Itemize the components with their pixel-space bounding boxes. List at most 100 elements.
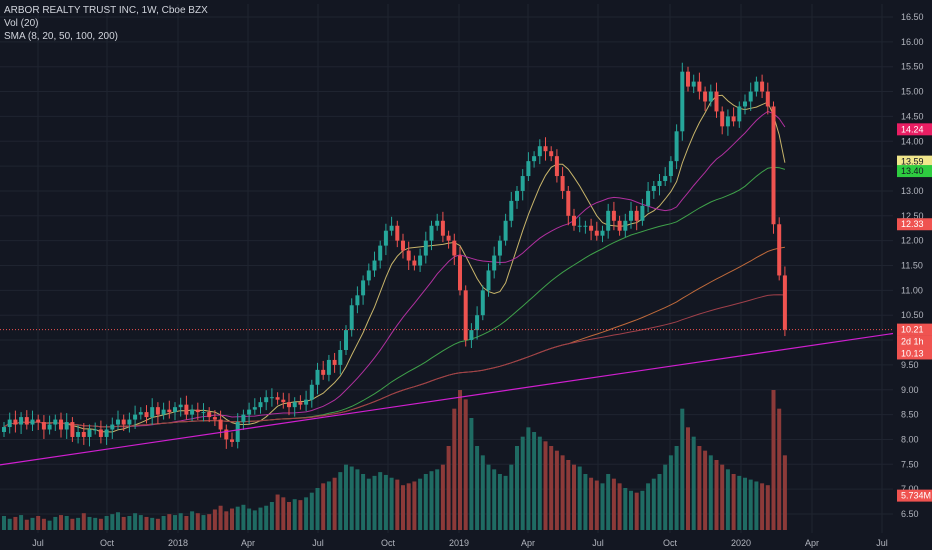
volume-bar	[201, 515, 206, 530]
candle-body	[24, 417, 29, 425]
candle-body	[520, 176, 525, 191]
volume-bar	[606, 474, 611, 530]
volume-bar	[269, 502, 274, 530]
volume-bar	[509, 464, 514, 530]
time-axis[interactable]: Jul Oct 2018 Apr Jul Oct 2019 Apr Jul Oct 2020 Apr J…	[32, 538, 888, 548]
candle-body	[657, 181, 662, 186]
candle-body	[76, 431, 81, 437]
candle-body	[429, 225, 434, 241]
sma-lines	[3, 94, 786, 433]
volume-bar	[2, 516, 6, 530]
price-badge	[897, 155, 932, 168]
volume-bar	[59, 515, 63, 530]
candle-body	[138, 412, 143, 415]
volume-bar	[173, 515, 177, 530]
candle-body	[173, 407, 177, 413]
volume-bar	[406, 483, 411, 530]
price-tick-label: 15.50	[901, 62, 924, 72]
volume-bar	[161, 516, 166, 530]
volume-bar	[497, 474, 502, 530]
price-tick-label: 15.00	[901, 87, 924, 97]
price-tick-label: 13.00	[901, 186, 924, 196]
candle-body	[708, 91, 713, 102]
volume-bar	[87, 516, 92, 530]
price-badge	[897, 323, 932, 336]
sma-8-line	[3, 94, 786, 433]
candle-body	[332, 359, 337, 365]
volume-bar	[418, 478, 423, 530]
candle-body	[554, 156, 559, 177]
price-badge	[897, 123, 932, 136]
volume-bar	[247, 508, 252, 530]
volume-bar	[429, 471, 434, 530]
volume-bar	[389, 477, 394, 530]
time-tick-label: Oct	[663, 538, 678, 548]
candle-body	[292, 402, 297, 408]
candle-body	[389, 225, 394, 231]
candle-body	[549, 151, 554, 157]
volume-bar	[611, 478, 616, 530]
price-axis[interactable]: 6.507.007.508.008.509.009.5010.0010.5011…	[901, 12, 924, 519]
candle-body	[64, 422, 69, 430]
volume-bar	[771, 390, 776, 530]
candle-body	[463, 290, 468, 341]
price-badge	[897, 489, 932, 502]
price-badge-label: 12.33	[901, 219, 924, 229]
candle-body	[252, 407, 257, 410]
volume-bar	[549, 446, 554, 530]
time-tick-label: 2018	[168, 538, 188, 548]
volume-bar	[7, 518, 12, 530]
volume-bar	[600, 483, 605, 530]
candle-body	[121, 419, 126, 425]
volume-bar	[235, 506, 240, 530]
candle-body	[167, 409, 172, 413]
sma-50-line	[3, 166, 786, 428]
volume-bar	[315, 488, 320, 530]
price-tick-label: 7.50	[901, 459, 919, 469]
volume-bar	[572, 464, 576, 530]
volume-bar	[19, 515, 24, 530]
candle-body	[155, 407, 160, 415]
volume-bar	[657, 474, 662, 530]
candle-body	[452, 240, 457, 256]
volume-indicator-label[interactable]: Vol (20)	[4, 18, 39, 29]
volume-bar	[138, 515, 143, 530]
candle-body	[458, 255, 462, 291]
volume-bar	[167, 514, 172, 530]
time-tick-label: Apr	[521, 538, 535, 548]
volume-bar	[743, 477, 747, 530]
candle-body	[537, 146, 542, 157]
symbol-title[interactable]: ARBOR REALTY TRUST INC, 1W, Cboe BZX	[4, 5, 208, 16]
volume-bar	[663, 464, 668, 530]
volume-bar	[532, 432, 537, 530]
volume-bar	[440, 464, 445, 530]
price-badge	[897, 347, 932, 360]
volume-bar	[520, 436, 525, 530]
time-tick-label: Oct	[100, 538, 115, 548]
volume-bar	[554, 450, 559, 530]
sma-indicator-label[interactable]: SMA (8, 20, 50, 100, 200)	[4, 31, 118, 42]
candle-body	[110, 424, 115, 430]
volume-bar	[668, 455, 673, 530]
volume-bar	[646, 483, 651, 530]
candle-body	[777, 224, 782, 276]
price-tick-label: 11.50	[901, 261, 923, 271]
candle-body	[475, 315, 480, 331]
price-tick-label: 8.50	[901, 410, 919, 420]
price-badge-label: 13.40	[901, 166, 924, 176]
candle-body	[361, 280, 366, 296]
volume-bar	[737, 475, 742, 530]
candle-body	[349, 305, 354, 331]
candle-body	[218, 419, 223, 430]
candle-body	[355, 295, 360, 306]
price-badge-label: 13.59	[901, 157, 924, 167]
candle-body	[53, 419, 58, 425]
trendline-support	[0, 332, 894, 466]
candle-body	[760, 81, 765, 92]
volume-bar	[372, 475, 377, 530]
candle-body	[150, 407, 155, 418]
volume-bar	[64, 516, 69, 530]
candle-body	[41, 422, 46, 430]
